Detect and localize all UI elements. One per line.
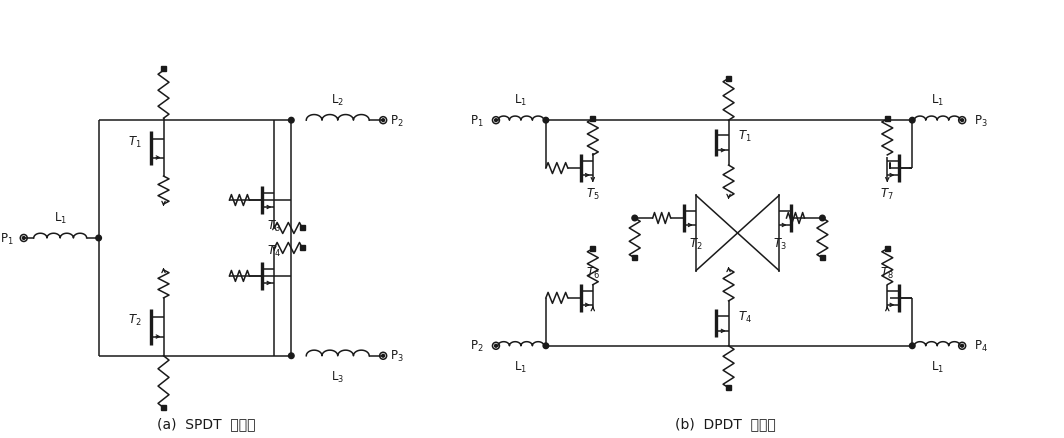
Circle shape <box>495 345 497 347</box>
Text: T$_4$: T$_4$ <box>737 309 751 324</box>
Text: P$_2$: P$_2$ <box>470 339 484 353</box>
Text: T$_6$: T$_6$ <box>586 265 600 280</box>
Circle shape <box>288 118 294 124</box>
Text: (a)  SPDT  스위치: (a) SPDT 스위치 <box>157 417 255 431</box>
Bar <box>726 385 731 390</box>
Text: L$_2$: L$_2$ <box>331 93 345 108</box>
Circle shape <box>288 353 294 359</box>
Bar <box>885 117 890 122</box>
Text: T$_7$: T$_7$ <box>880 187 894 202</box>
Circle shape <box>22 237 26 240</box>
Text: P$_4$: P$_4$ <box>975 339 988 353</box>
Circle shape <box>910 118 915 124</box>
Text: T$_1$: T$_1$ <box>128 134 142 149</box>
Bar <box>820 256 825 261</box>
Text: T$_3$: T$_3$ <box>267 219 281 234</box>
Text: (b)  DPDT  스위치: (b) DPDT 스위치 <box>676 417 776 431</box>
Text: L$_1$: L$_1$ <box>514 359 528 374</box>
Circle shape <box>543 118 549 124</box>
Text: T$_3$: T$_3$ <box>772 237 786 252</box>
Text: P$_1$: P$_1$ <box>0 231 14 246</box>
Text: P$_3$: P$_3$ <box>975 113 987 128</box>
Circle shape <box>819 215 826 221</box>
Text: P$_3$: P$_3$ <box>390 348 404 364</box>
Circle shape <box>632 215 637 221</box>
Text: T$_2$: T$_2$ <box>128 313 142 328</box>
Bar <box>885 247 890 252</box>
Text: T$_4$: T$_4$ <box>267 243 281 258</box>
Circle shape <box>96 236 101 241</box>
Text: T$_2$: T$_2$ <box>688 237 702 252</box>
Text: L$_3$: L$_3$ <box>331 369 345 384</box>
Text: L$_1$: L$_1$ <box>514 93 528 108</box>
Bar <box>591 117 595 122</box>
Text: L$_1$: L$_1$ <box>931 93 944 108</box>
Text: L$_1$: L$_1$ <box>931 359 944 374</box>
Text: P$_1$: P$_1$ <box>470 113 484 128</box>
Circle shape <box>910 343 915 349</box>
Bar <box>726 77 731 81</box>
Bar <box>161 67 166 71</box>
Text: T$_1$: T$_1$ <box>737 129 751 144</box>
Bar <box>591 247 595 252</box>
Text: L$_1$: L$_1$ <box>53 210 67 226</box>
Circle shape <box>543 343 549 349</box>
Text: P$_2$: P$_2$ <box>390 113 403 128</box>
Circle shape <box>495 120 497 122</box>
Text: T$_8$: T$_8$ <box>880 265 894 280</box>
Circle shape <box>961 120 964 122</box>
Text: T$_5$: T$_5$ <box>586 187 600 202</box>
Bar <box>300 246 304 251</box>
Bar <box>632 256 637 261</box>
Circle shape <box>382 355 384 357</box>
Bar <box>161 405 166 410</box>
Circle shape <box>382 120 384 122</box>
Circle shape <box>961 345 964 347</box>
Bar <box>300 226 304 231</box>
